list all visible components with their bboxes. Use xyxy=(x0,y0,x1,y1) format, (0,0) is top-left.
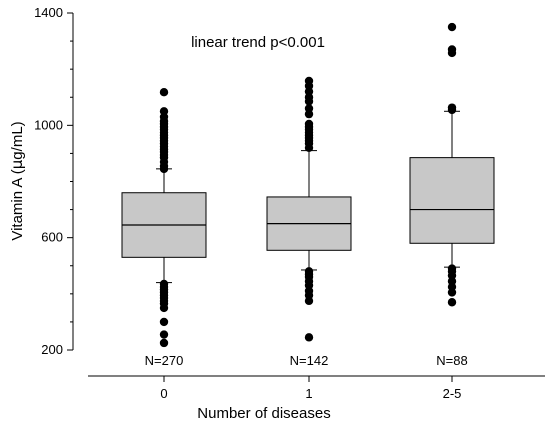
outlier-point xyxy=(304,296,314,306)
x-axis: 0 1 2-5 xyxy=(88,375,545,401)
iqr-box xyxy=(409,157,495,244)
x-axis-title: Number of diseases xyxy=(197,405,330,422)
x-tick-label: 1 xyxy=(305,386,312,401)
n-label: N=88 xyxy=(436,353,467,368)
y-axis-title-mu: μ xyxy=(8,159,26,169)
x-tick-label: 0 xyxy=(160,386,167,401)
y-tick-label: 600 xyxy=(41,230,63,245)
outlier-point xyxy=(447,288,457,297)
y-tick-label: 200 xyxy=(41,342,63,357)
y-axis-title: Vitamin A (μg/mL) xyxy=(8,121,26,240)
outlier-point xyxy=(159,330,169,339)
n-label: N=270 xyxy=(145,353,184,368)
outlier-point xyxy=(447,105,457,115)
outlier-point xyxy=(304,333,314,342)
y-axis: 200 600 1000 1400 xyxy=(34,5,74,357)
boxes-group xyxy=(121,22,495,348)
outlier-point xyxy=(159,317,169,327)
y-tick-label: 1000 xyxy=(34,117,63,132)
outlier-point xyxy=(159,87,169,97)
outlier-point xyxy=(159,303,169,313)
outlier-point xyxy=(447,298,457,307)
outlier-point xyxy=(159,338,169,348)
outlier-point xyxy=(304,97,314,106)
box-0 xyxy=(121,87,207,348)
y-axis-title-rest: g/mL) xyxy=(9,121,26,159)
box-1 xyxy=(266,76,352,342)
y-axis-title-main: Vitamin A ( xyxy=(9,169,26,240)
outlier-point xyxy=(447,48,457,58)
n-label: N=142 xyxy=(290,353,329,368)
outlier-point xyxy=(159,164,169,174)
outlier-point xyxy=(304,109,314,119)
y-tick-label: 1400 xyxy=(34,5,63,20)
box-2-5 xyxy=(409,22,495,307)
x-tick-label: 2-5 xyxy=(443,386,462,401)
outlier-point xyxy=(304,143,314,152)
outlier-point xyxy=(447,22,457,32)
annotation-text: linear trend p<0.001 xyxy=(191,34,325,51)
n-labels-group: N=270 N=142 N=88 xyxy=(145,353,468,368)
